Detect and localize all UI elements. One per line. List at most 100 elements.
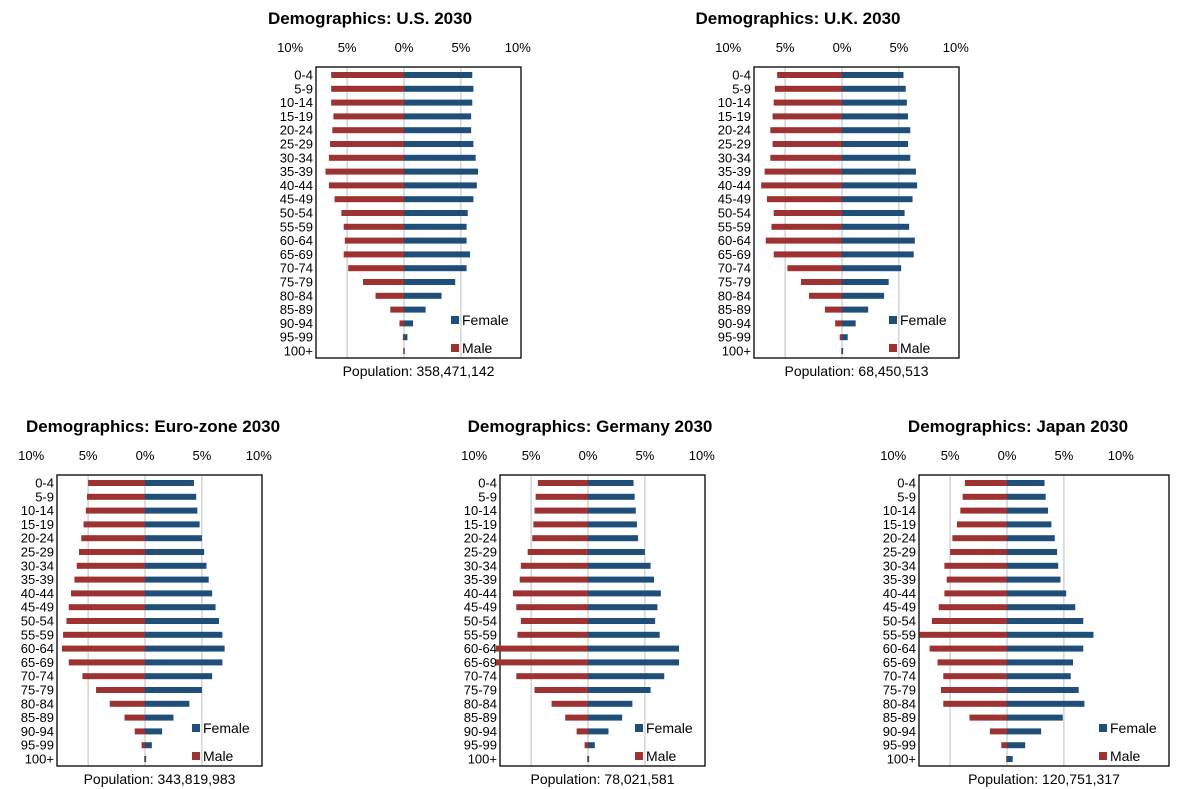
bar-female xyxy=(1007,618,1084,624)
legend-label-male: Male xyxy=(462,340,493,356)
bar-female xyxy=(1007,535,1055,542)
y-tick-label: 15-19 xyxy=(883,517,916,532)
x-tick-label: 5% xyxy=(79,448,98,463)
y-tick-label: 95-99 xyxy=(718,330,751,345)
bar-female xyxy=(842,99,907,106)
y-tick-label: 100+ xyxy=(284,344,313,359)
bar-male xyxy=(83,521,145,528)
bar-female xyxy=(145,549,205,555)
bar-female xyxy=(1007,562,1059,569)
bar-female xyxy=(404,113,472,120)
bar-male xyxy=(956,521,1007,528)
bar-female xyxy=(404,348,405,354)
x-tick-label: 5% xyxy=(941,448,960,463)
x-tick-label: 0% xyxy=(136,448,155,463)
bar-male xyxy=(85,507,145,514)
bar-female xyxy=(145,493,197,500)
bar-female xyxy=(1007,673,1071,680)
x-tick-label: 5% xyxy=(636,448,655,463)
bar-female xyxy=(842,113,909,120)
bar-male xyxy=(517,631,588,638)
y-tick-label: 100+ xyxy=(25,752,54,767)
y-tick-label: 70-74 xyxy=(718,261,751,276)
bar-male xyxy=(534,507,588,514)
x-tick-label: 0% xyxy=(833,40,852,55)
population-label: Population: 358,471,142 xyxy=(343,363,495,379)
y-tick-label: 50-54 xyxy=(718,206,751,221)
bar-female xyxy=(842,210,905,216)
bar-female xyxy=(1007,576,1061,583)
y-tick-label: 25-29 xyxy=(21,545,54,560)
bar-male xyxy=(348,265,404,272)
bar-male xyxy=(773,210,842,216)
x-tick-label: 5% xyxy=(776,40,795,55)
y-tick-label: 100+ xyxy=(468,752,497,767)
y-tick-label: 100+ xyxy=(887,752,916,767)
legend-label-female: Female xyxy=(462,312,509,328)
y-tick-label: 75-79 xyxy=(464,683,497,698)
bar-male xyxy=(824,306,842,313)
plot-frame xyxy=(499,474,706,767)
y-tick-label: 35-39 xyxy=(464,572,497,587)
y-tick-label: 100+ xyxy=(722,344,751,359)
bar-female xyxy=(404,72,473,78)
legend-label-female: Female xyxy=(203,720,250,736)
y-tick-label: 10-14 xyxy=(464,503,497,518)
plot-frame xyxy=(753,66,960,359)
bar-female xyxy=(1007,756,1013,762)
y-tick-label: 20-24 xyxy=(280,123,313,138)
bar-male xyxy=(527,549,588,555)
bar-male xyxy=(71,590,145,597)
y-tick-label: 85-89 xyxy=(718,302,751,317)
y-tick-label: 80-84 xyxy=(464,696,497,711)
y-tick-label: 65-69 xyxy=(883,655,916,670)
y-tick-label: 70-74 xyxy=(280,261,313,276)
bar-male xyxy=(331,85,404,92)
bar-male xyxy=(950,549,1007,555)
bar-male xyxy=(773,99,842,106)
legend-swatch-female xyxy=(889,316,897,324)
bar-male xyxy=(66,618,145,624)
plot-frame xyxy=(918,474,1170,767)
bar-female xyxy=(842,196,913,203)
bar-female xyxy=(842,320,856,327)
bar-male xyxy=(343,251,404,258)
y-tick-label: 30-34 xyxy=(280,150,313,165)
y-tick-label: 35-39 xyxy=(883,572,916,587)
chart-title: Demographics: U.K. 2030 xyxy=(695,9,900,28)
y-tick-label: 25-29 xyxy=(718,137,751,152)
y-tick-label: 60-64 xyxy=(464,641,497,656)
bar-male xyxy=(777,72,842,78)
y-tick-label: 40-44 xyxy=(883,586,916,601)
bar-female xyxy=(588,576,655,583)
bar-male xyxy=(946,576,1007,583)
y-tick-label: 50-54 xyxy=(883,614,916,629)
bar-male xyxy=(565,714,588,721)
y-tick-label: 45-49 xyxy=(464,600,497,615)
y-tick-label: 15-19 xyxy=(21,517,54,532)
x-tick-label: 10% xyxy=(18,448,44,463)
bar-female xyxy=(404,265,467,272)
bar-female xyxy=(1007,507,1048,514)
y-tick-label: 30-34 xyxy=(718,150,751,165)
x-tick-label: 5% xyxy=(452,40,471,55)
y-tick-label: 60-64 xyxy=(280,233,313,248)
y-tick-label: 80-84 xyxy=(280,288,313,303)
y-tick-label: 0-4 xyxy=(732,68,751,83)
y-tick-label: 55-59 xyxy=(464,627,497,642)
y-tick-label: 30-34 xyxy=(464,558,497,573)
y-tick-label: 65-69 xyxy=(718,247,751,262)
population-label: Population: 343,819,983 xyxy=(84,771,236,787)
y-tick-label: 25-29 xyxy=(464,545,497,560)
x-tick-label: 10% xyxy=(689,448,715,463)
legend-swatch-female xyxy=(451,316,459,324)
bar-female xyxy=(842,127,911,134)
bar-male xyxy=(937,659,1007,666)
bar-female xyxy=(145,562,207,569)
y-tick-label: 90-94 xyxy=(21,724,54,739)
x-tick-label: 0% xyxy=(395,40,414,55)
pyramid-chart-japan: Demographics: Japan 2030 10% 5% 0% 5% 10% 0-4 5… xyxy=(880,412,1188,789)
bar-female xyxy=(842,85,906,92)
bar-female xyxy=(145,618,219,624)
chart-title: Demographics: Japan 2030 xyxy=(908,417,1128,436)
